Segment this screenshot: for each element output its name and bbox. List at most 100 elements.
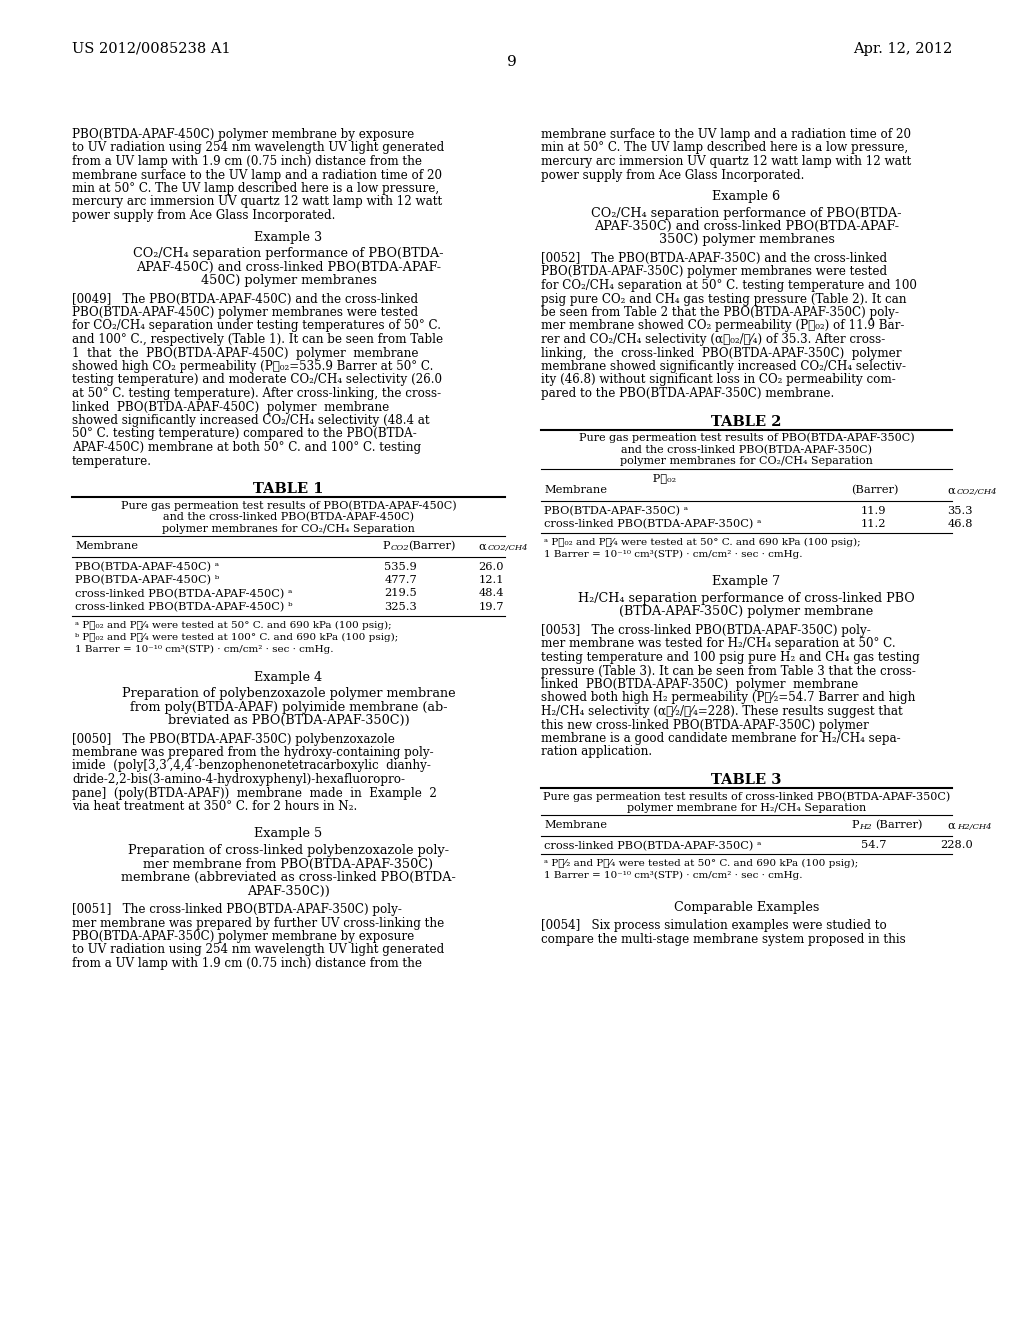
Text: [0050]   The PBO(BTDA-APAF-350C) polybenzoxazole: [0050] The PBO(BTDA-APAF-350C) polybenzo… (72, 733, 395, 746)
Text: pared to the PBO(BTDA-APAF-350C) membrane.: pared to the PBO(BTDA-APAF-350C) membran… (541, 387, 835, 400)
Text: 325.3: 325.3 (384, 602, 417, 612)
Text: 50° C. testing temperature) compared to the PBO(BTDA-: 50° C. testing temperature) compared to … (72, 428, 417, 441)
Text: P: P (382, 541, 389, 550)
Text: [0054]   Six process simulation examples were studied to: [0054] Six process simulation examples w… (541, 920, 887, 932)
Text: PBO(BTDA-APAF-450C) polymer membrane by exposure: PBO(BTDA-APAF-450C) polymer membrane by … (72, 128, 415, 141)
Text: membrane showed significantly increased CO₂/CH₄ selectiv-: membrane showed significantly increased … (541, 360, 906, 374)
Text: 11.9: 11.9 (860, 506, 886, 516)
Text: mer membrane showed CO₂ permeability (P⁃₀₂) of 11.9 Bar-: mer membrane showed CO₂ permeability (P⁃… (541, 319, 904, 333)
Text: CO₂/CH₄ separation performance of PBO(BTDA-: CO₂/CH₄ separation performance of PBO(BT… (133, 247, 443, 260)
Text: this new cross-linked PBO(BTDA-APAF-350C) polymer: this new cross-linked PBO(BTDA-APAF-350C… (541, 718, 868, 731)
Text: Pure gas permeation test results of cross-linked PBO(BTDA-APAF-350C): Pure gas permeation test results of cros… (543, 791, 950, 801)
Text: CO2/CH4: CO2/CH4 (488, 544, 528, 552)
Text: showed high CO₂ permeability (P⁃₀₂=535.9 Barrer at 50° C.: showed high CO₂ permeability (P⁃₀₂=535.9… (72, 360, 433, 374)
Text: [0053]   The cross-linked PBO(BTDA-APAF-350C) poly-: [0053] The cross-linked PBO(BTDA-APAF-35… (541, 624, 870, 638)
Text: min at 50° C. The UV lamp described here is a low pressure,: min at 50° C. The UV lamp described here… (541, 141, 908, 154)
Text: CO2/CH4: CO2/CH4 (957, 488, 997, 496)
Text: 48.4: 48.4 (478, 589, 504, 598)
Text: cross-linked PBO(BTDA-APAF-350C) ᵃ: cross-linked PBO(BTDA-APAF-350C) ᵃ (544, 841, 762, 851)
Text: (Barrer): (Barrer) (874, 820, 923, 830)
Text: ᵃ P⁃⁄₂ and P⁃⁄₄ were tested at 50° C. and 690 kPa (100 psig);: ᵃ P⁃⁄₂ and P⁃⁄₄ were tested at 50° C. an… (544, 859, 858, 869)
Text: 219.5: 219.5 (384, 589, 417, 598)
Text: (Barrer): (Barrer) (851, 484, 898, 495)
Text: H₂/CH₄ separation performance of cross-linked PBO: H₂/CH₄ separation performance of cross-l… (579, 591, 914, 605)
Text: linked  PBO(BTDA-APAF-350C)  polymer  membrane: linked PBO(BTDA-APAF-350C) polymer membr… (541, 678, 858, 690)
Text: TABLE 2: TABLE 2 (712, 414, 781, 429)
Text: 350C) polymer membranes: 350C) polymer membranes (658, 234, 835, 247)
Text: membrane is a good candidate membrane for H₂/CH₄ sepa-: membrane is a good candidate membrane fo… (541, 733, 901, 744)
Text: imide  (poly[3,3′,4,4′-benzophenonetetracarboxylic  dianhy-: imide (poly[3,3′,4,4′-benzophenonetetrac… (72, 759, 431, 772)
Text: 477.7: 477.7 (384, 576, 417, 585)
Text: α: α (947, 486, 954, 496)
Text: CO₂/CH₄ separation performance of PBO(BTDA-: CO₂/CH₄ separation performance of PBO(BT… (591, 206, 902, 219)
Text: 9: 9 (507, 55, 517, 69)
Text: [0052]   The PBO(BTDA-APAF-350C) and the cross-linked: [0052] The PBO(BTDA-APAF-350C) and the c… (541, 252, 887, 265)
Text: APAF-450C) and cross-linked PBO(BTDA-APAF-: APAF-450C) and cross-linked PBO(BTDA-APA… (136, 260, 441, 273)
Text: Example 6: Example 6 (713, 190, 780, 203)
Text: P⁃₀₂: P⁃₀₂ (544, 474, 676, 483)
Text: power supply from Ace Glass Incorporated.: power supply from Ace Glass Incorporated… (72, 209, 336, 222)
Text: CO2: CO2 (391, 544, 410, 552)
Text: 46.8: 46.8 (947, 519, 973, 529)
Text: Apr. 12, 2012: Apr. 12, 2012 (853, 42, 952, 55)
Text: Pure gas permeation test results of PBO(BTDA-APAF-350C): Pure gas permeation test results of PBO(… (579, 433, 914, 444)
Text: psig pure CO₂ and CH₄ gas testing pressure (Table 2). It can: psig pure CO₂ and CH₄ gas testing pressu… (541, 293, 906, 305)
Text: cross-linked PBO(BTDA-APAF-450C) ᵇ: cross-linked PBO(BTDA-APAF-450C) ᵇ (75, 602, 293, 612)
Text: PBO(BTDA-APAF-350C) polymer membranes were tested: PBO(BTDA-APAF-350C) polymer membranes we… (541, 265, 887, 279)
Text: α: α (947, 821, 954, 832)
Text: breviated as PBO(BTDA-APAF-350C)): breviated as PBO(BTDA-APAF-350C)) (168, 714, 410, 727)
Text: 1 Barrer = 10⁻¹⁰ cm³(STP) · cm/cm² · sec · cmHg.: 1 Barrer = 10⁻¹⁰ cm³(STP) · cm/cm² · sec… (75, 644, 334, 653)
Text: PBO(BTDA-APAF-350C) ᵃ: PBO(BTDA-APAF-350C) ᵃ (544, 506, 688, 516)
Text: from a UV lamp with 1.9 cm (0.75 inch) distance from the: from a UV lamp with 1.9 cm (0.75 inch) d… (72, 957, 422, 970)
Text: Example 3: Example 3 (254, 231, 323, 243)
Text: Example 5: Example 5 (254, 828, 323, 841)
Text: mercury arc immersion UV quartz 12 watt lamp with 12 watt: mercury arc immersion UV quartz 12 watt … (541, 154, 911, 168)
Text: from a UV lamp with 1.9 cm (0.75 inch) distance from the: from a UV lamp with 1.9 cm (0.75 inch) d… (72, 154, 422, 168)
Text: and 100° C., respectively (Table 1). It can be seen from Table: and 100° C., respectively (Table 1). It … (72, 333, 443, 346)
Text: H2/CH4: H2/CH4 (957, 822, 991, 832)
Text: membrane was prepared from the hydroxy-containing poly-: membrane was prepared from the hydroxy-c… (72, 746, 433, 759)
Text: to UV radiation using 254 nm wavelength UV light generated: to UV radiation using 254 nm wavelength … (72, 141, 444, 154)
Text: via heat treatment at 350° C. for 2 hours in N₂.: via heat treatment at 350° C. for 2 hour… (72, 800, 357, 813)
Text: pressure (Table 3). It can be seen from Table 3 that the cross-: pressure (Table 3). It can be seen from … (541, 664, 915, 677)
Text: 535.9: 535.9 (384, 561, 417, 572)
Text: 35.3: 35.3 (947, 506, 973, 516)
Text: Membrane: Membrane (75, 541, 138, 550)
Text: 26.0: 26.0 (478, 561, 504, 572)
Text: [0051]   The cross-linked PBO(BTDA-APAF-350C) poly-: [0051] The cross-linked PBO(BTDA-APAF-35… (72, 903, 401, 916)
Text: PBO(BTDA-APAF-450C) ᵃ: PBO(BTDA-APAF-450C) ᵃ (75, 561, 219, 572)
Text: APAF-450C) membrane at both 50° C. and 100° C. testing: APAF-450C) membrane at both 50° C. and 1… (72, 441, 421, 454)
Text: 228.0: 228.0 (940, 841, 973, 850)
Text: PBO(BTDA-APAF-450C) ᵇ: PBO(BTDA-APAF-450C) ᵇ (75, 576, 219, 585)
Text: US 2012/0085238 A1: US 2012/0085238 A1 (72, 42, 230, 55)
Text: and the cross-linked PBO(BTDA-APAF-450C): and the cross-linked PBO(BTDA-APAF-450C) (163, 512, 414, 523)
Text: PBO(BTDA-APAF-450C) polymer membranes were tested: PBO(BTDA-APAF-450C) polymer membranes we… (72, 306, 418, 319)
Text: cross-linked PBO(BTDA-APAF-450C) ᵃ: cross-linked PBO(BTDA-APAF-450C) ᵃ (75, 589, 293, 599)
Text: TABLE 3: TABLE 3 (712, 774, 781, 787)
Text: for CO₂/CH₄ separation under testing temperatures of 50° C.: for CO₂/CH₄ separation under testing tem… (72, 319, 441, 333)
Text: (Barrer): (Barrer) (408, 541, 456, 552)
Text: at 50° C. testing temperature). After cross-linking, the cross-: at 50° C. testing temperature). After cr… (72, 387, 441, 400)
Text: ᵃ P⁃₀₂ and P⁃⁄₄ were tested at 50° C. and 690 kPa (100 psig);: ᵃ P⁃₀₂ and P⁃⁄₄ were tested at 50° C. an… (544, 537, 860, 546)
Text: testing temperature) and moderate CO₂/CH₄ selectivity (26.0: testing temperature) and moderate CO₂/CH… (72, 374, 442, 387)
Text: showed both high H₂ permeability (P⁃⁄₂=54.7 Barrer and high: showed both high H₂ permeability (P⁃⁄₂=5… (541, 692, 915, 705)
Text: 19.7: 19.7 (478, 602, 504, 612)
Text: power supply from Ace Glass Incorporated.: power supply from Ace Glass Incorporated… (541, 169, 805, 181)
Text: polymer membranes for CO₂/CH₄ Separation: polymer membranes for CO₂/CH₄ Separation (162, 524, 415, 535)
Text: mer membrane was prepared by further UV cross-linking the: mer membrane was prepared by further UV … (72, 916, 444, 929)
Text: testing temperature and 100 psig pure H₂ and CH₄ gas testing: testing temperature and 100 psig pure H₂… (541, 651, 920, 664)
Text: Membrane: Membrane (544, 820, 607, 830)
Text: mer membrane from PBO(BTDA-APAF-350C): mer membrane from PBO(BTDA-APAF-350C) (143, 858, 433, 870)
Text: polymer membrane for H₂/CH₄ Separation: polymer membrane for H₂/CH₄ Separation (627, 803, 866, 813)
Text: mer membrane was tested for H₂/CH₄ separation at 50° C.: mer membrane was tested for H₂/CH₄ separ… (541, 638, 896, 651)
Text: and the cross-linked PBO(BTDA-APAF-350C): and the cross-linked PBO(BTDA-APAF-350C) (621, 445, 872, 455)
Text: membrane surface to the UV lamp and a radiation time of 20: membrane surface to the UV lamp and a ra… (541, 128, 911, 141)
Text: Comparable Examples: Comparable Examples (674, 902, 819, 913)
Text: linking,  the  cross-linked  PBO(BTDA-APAF-350C)  polymer: linking, the cross-linked PBO(BTDA-APAF-… (541, 346, 901, 359)
Text: Pure gas permeation test results of PBO(BTDA-APAF-450C): Pure gas permeation test results of PBO(… (121, 500, 457, 511)
Text: be seen from Table 2 that the PBO(BTDA-APAF-350C) poly-: be seen from Table 2 that the PBO(BTDA-A… (541, 306, 899, 319)
Text: APAF-350C) and cross-linked PBO(BTDA-APAF-: APAF-350C) and cross-linked PBO(BTDA-APA… (594, 220, 899, 234)
Text: linked  PBO(BTDA-APAF-450C)  polymer  membrane: linked PBO(BTDA-APAF-450C) polymer membr… (72, 400, 389, 413)
Text: cross-linked PBO(BTDA-APAF-350C) ᵃ: cross-linked PBO(BTDA-APAF-350C) ᵃ (544, 519, 762, 529)
Text: Preparation of polybenzoxazole polymer membrane: Preparation of polybenzoxazole polymer m… (122, 686, 456, 700)
